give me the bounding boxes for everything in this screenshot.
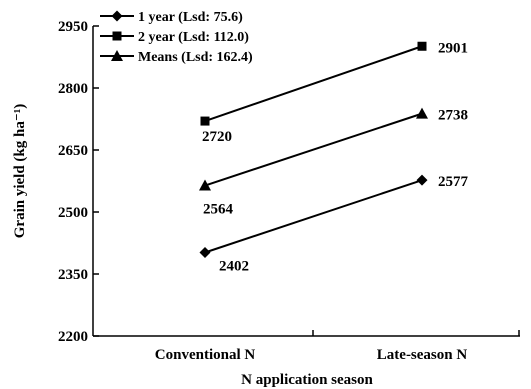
y-tick-label: 2650 — [58, 143, 88, 159]
y-tick-label: 2500 — [58, 205, 88, 221]
legend-label: 2 year (Lsd: 112.0) — [138, 30, 249, 45]
data-label: 2720 — [202, 129, 232, 145]
data-label: 2901 — [438, 40, 468, 56]
data-point-diamond — [199, 247, 211, 259]
series-line — [204, 45, 423, 123]
y-axis-title: Grain yield (kg ha⁻¹) — [12, 104, 28, 239]
y-tick-label: 2800 — [58, 81, 88, 97]
series-line — [204, 112, 423, 187]
data-point-square — [200, 116, 210, 126]
data-point-triangle — [416, 107, 428, 119]
x-tick-label: Late-season N — [377, 347, 468, 363]
legend-label: Means (Lsd: 162.4) — [138, 50, 253, 65]
x-axis-title: N application season — [241, 372, 373, 388]
x-tick-label: Conventional N — [155, 347, 256, 363]
data-label: 2577 — [438, 174, 469, 190]
legend-label: 1 year (Lsd: 75.6) — [138, 10, 243, 25]
y-tick-label: 2950 — [58, 19, 88, 35]
data-point-diamond — [416, 174, 428, 186]
data-label: 2564 — [203, 202, 234, 218]
data-label: 2402 — [219, 259, 249, 275]
data-label: 2738 — [438, 108, 468, 124]
y-tick-label: 2200 — [58, 329, 88, 345]
y-tick-label: 2350 — [58, 267, 88, 283]
legend-marker-triangle — [111, 50, 123, 61]
data-point-square — [417, 41, 427, 51]
data-point-triangle — [199, 179, 211, 191]
series-line — [204, 179, 423, 254]
legend-marker-diamond — [111, 10, 123, 22]
legend-marker-square — [112, 31, 122, 41]
